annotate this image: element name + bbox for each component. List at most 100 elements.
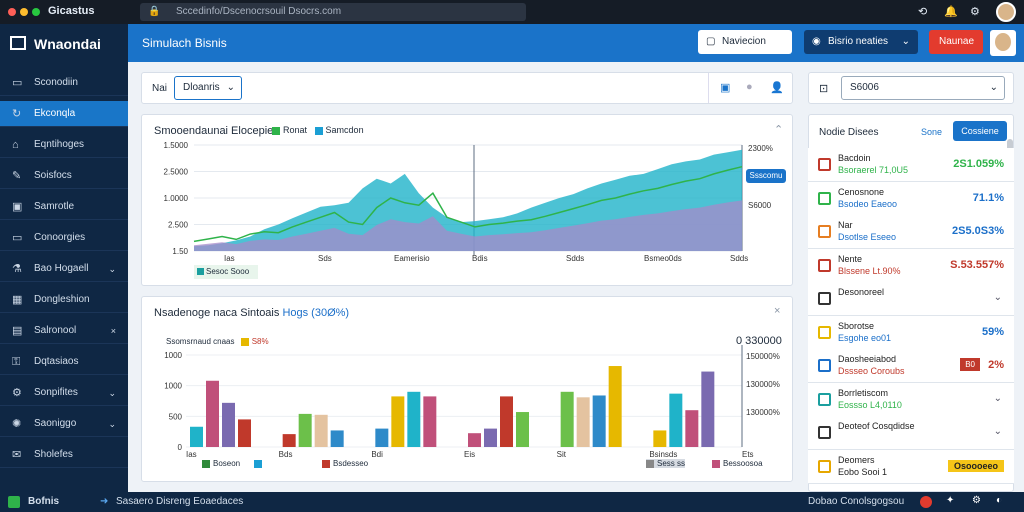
y-tick: 1000 — [164, 351, 182, 360]
tray-icon[interactable]: ✦ — [946, 495, 955, 506]
y-tick: 2.500 — [168, 221, 189, 230]
sidebar-item[interactable]: ▭ Sconodiin — [0, 70, 128, 96]
sidebar-item[interactable]: ▤ Salronool × — [0, 318, 128, 344]
sidebar-item[interactable]: ⚗ Bao Hogaell ⌄ — [0, 256, 128, 282]
address-bar[interactable]: 🔒 Sccedinfo/Dscenocrsouil Dsocrs.com — [140, 3, 526, 21]
item-name: Bacdoin — [838, 153, 871, 163]
list-item[interactable]: Nente Blssene Lt.90% S.53.557% — [808, 248, 1014, 283]
sidebar-item[interactable]: ⚿ Dqtasiaos — [0, 349, 128, 375]
grid-icon[interactable]: ▣ — [720, 82, 731, 94]
tab-sone[interactable]: Sone — [921, 127, 943, 137]
chevron-down-icon[interactable]: ⌄ — [993, 292, 1002, 303]
chevron-icon[interactable]: ⌄ — [108, 419, 116, 429]
close-dot[interactable] — [8, 8, 16, 16]
bar — [298, 413, 312, 447]
bar — [423, 396, 437, 447]
sidebar-item[interactable]: ▭ Conoorgies — [0, 225, 128, 251]
x-tick: Ias — [186, 450, 197, 459]
bar — [238, 419, 251, 447]
list-item[interactable]: Borrletiscom Eossso L4,0110 ⌄ — [808, 382, 1014, 417]
logo-icon — [10, 36, 26, 50]
home-icon: ▭ — [12, 77, 23, 89]
grid-icon[interactable]: ⊡ — [819, 83, 829, 95]
navigation-button[interactable]: ▢ Naviecion — [698, 30, 792, 54]
bar — [391, 396, 405, 447]
x-tick: Bdis — [472, 254, 488, 263]
area-chart-panel: Smooendaunai Elocepiee Ronat Samcdon ⌃ 1… — [141, 114, 793, 286]
app-brand[interactable]: Wnaondai — [0, 24, 128, 64]
run-button[interactable]: Naunae — [929, 30, 983, 54]
monitor-icon: ▭ — [12, 232, 23, 244]
list-item[interactable]: Sborotse Esgohe eo01 59% — [808, 315, 1014, 350]
item-badge: B0 — [960, 358, 980, 371]
y-tick: 2.5000 — [164, 168, 189, 177]
profile-avatar[interactable] — [990, 30, 1016, 56]
list-item[interactable]: Cenosnone Bsodeo Eaeoo 71.1% — [808, 181, 1014, 216]
list-item[interactable]: Deomers Eobo Sooi 1 Osoooeeo — [808, 449, 1014, 484]
list-item[interactable]: Daosheeiabod Dssseo Coroubs 2% B0 — [808, 349, 1014, 383]
sidebar-item[interactable]: ✺ Saoniggo ⌄ — [0, 411, 128, 437]
item-value: 2% — [988, 359, 1004, 371]
list-item[interactable]: Bacdoin Bsoraerel 71,0U5 2S1.059% — [808, 148, 1014, 182]
y-tick: 1000 — [164, 382, 182, 391]
tab-cossiene[interactable]: Cossiene — [953, 121, 1007, 141]
item-sub: Bsodeo Eaeoo — [838, 198, 898, 209]
sidebar-item-label: Sconodiin — [34, 77, 78, 88]
sidebar-item-label: Bao Hogaell — [34, 263, 89, 274]
chevron-down-icon[interactable]: ⌄ — [993, 426, 1002, 437]
chevron-icon[interactable]: ⌄ — [108, 264, 116, 274]
chevron-icon[interactable]: ⌄ — [108, 388, 116, 398]
right-tick: 130000% — [746, 408, 780, 417]
list-item[interactable]: Desonoreel ⌄ — [808, 282, 1014, 316]
right-select[interactable]: S6006 ⌄ — [841, 76, 1005, 100]
sidebar-item[interactable]: ▦ Dongleshion — [0, 287, 128, 313]
tray-icon[interactable]: ⚙ — [972, 495, 981, 506]
chevron-icon[interactable]: × — [110, 326, 116, 336]
value-badge: Ssscomu — [746, 169, 786, 183]
bar — [314, 414, 328, 447]
extension-icon[interactable]: ⟲ — [918, 6, 928, 18]
bar — [500, 396, 513, 447]
close-icon[interactable]: × — [774, 305, 781, 317]
list-item[interactable]: Nar Dsotlse Eseeo 2S5.0S3% — [808, 215, 1014, 249]
bar — [468, 433, 481, 447]
url-text: Sccedinfo/Dscenocrsouil Dsocrs.com — [176, 6, 342, 17]
notification-icon[interactable]: 🔔 — [944, 6, 958, 18]
item-icon — [818, 359, 831, 372]
filter-select[interactable]: Dloanris ⌄ — [174, 76, 242, 100]
right-tick: 2300% — [748, 144, 773, 153]
top-bar: Simulach Bisnis ▢ Naviecion ◉ Bisrio nea… — [128, 24, 1024, 62]
sidebar-item-label: Sonpifites — [34, 387, 78, 398]
avatar[interactable] — [996, 2, 1016, 22]
chart-icon: ▦ — [12, 294, 23, 306]
business-dropdown[interactable]: ◉ Bisrio neaties ⌄ — [804, 30, 918, 54]
sidebar-item-label: Saoniggo — [34, 418, 77, 429]
sidebar-item[interactable]: ⚙ Sonpifites ⌄ — [0, 380, 128, 406]
chevron-down-icon: ⌄ — [901, 36, 910, 47]
sidebar-item[interactable]: ⌂ Eqntihoges — [0, 132, 128, 158]
list-item[interactable]: Deoteof Cosqdidse ⌄ — [808, 416, 1014, 450]
bar — [222, 402, 235, 447]
sidebar-item[interactable]: ✉ Sholefes — [0, 442, 128, 468]
chevron-down-icon[interactable]: ⌄ — [993, 392, 1002, 404]
x-tick: Eis — [464, 450, 475, 459]
maximize-dot[interactable] — [32, 8, 40, 16]
circle-icon[interactable]: ● — [746, 81, 753, 93]
chart1-legend: Ronat Samcdon — [272, 125, 364, 135]
collapse-icon[interactable]: ⌃ — [774, 124, 784, 136]
item-name: Sborotse — [838, 320, 875, 331]
sidebar-item-label: Sholefes — [34, 449, 73, 460]
x-tick: Bdi — [371, 450, 383, 459]
record-icon[interactable] — [920, 496, 932, 508]
minimize-dot[interactable] — [20, 8, 28, 16]
item-icon — [818, 225, 831, 238]
sidebar-item[interactable]: ▣ Samrotle — [0, 194, 128, 220]
tray-icon[interactable]: ◐ — [996, 495, 1003, 506]
item-name: Deoteof Cosqdidse — [838, 421, 915, 431]
sidebar-item[interactable]: ↻ Ekconqla — [0, 101, 128, 127]
settings-icon[interactable]: ⚙ — [970, 6, 980, 18]
item-sub: Blssene Lt.90% — [838, 265, 901, 276]
sidebar-item[interactable]: ✎ Soisfocs — [0, 163, 128, 189]
person-icon[interactable]: 👤 — [770, 82, 784, 94]
bar — [190, 426, 203, 447]
